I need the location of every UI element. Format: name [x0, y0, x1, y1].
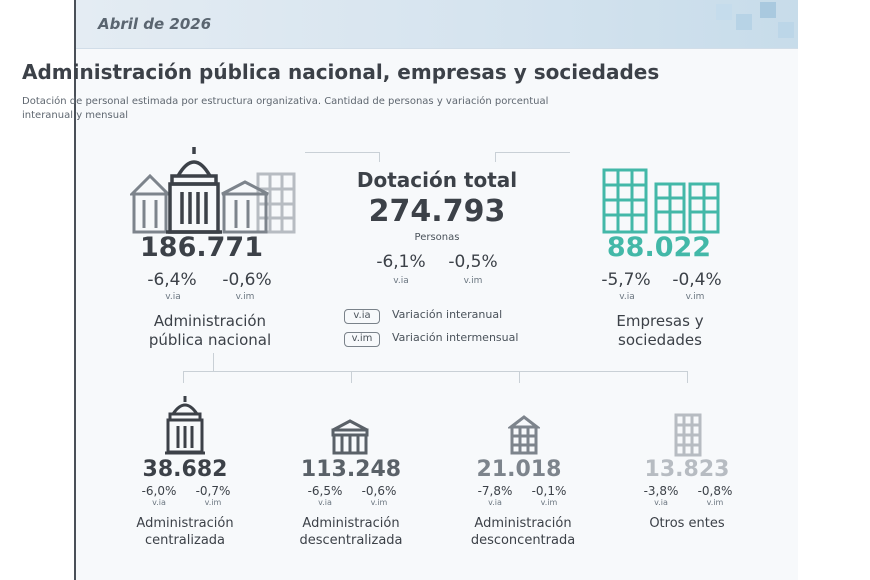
sub-otros-value: 13.823 [644, 457, 730, 482]
sub-desconcentrada-vim-label: v.im [540, 498, 558, 507]
empresas-via: -5,7% [601, 270, 651, 290]
empresas-vim: -0,4% [672, 270, 722, 290]
sub-otros-label: Otros entes [616, 515, 758, 532]
apn-label-line-2: pública nacional [148, 331, 272, 349]
sub-descentralizada-vim-label: v.im [370, 498, 388, 507]
sub-desconcentrada-via: -7,8% [477, 484, 513, 498]
apn-vim-label: v.im [235, 292, 255, 302]
empresas-value: 88.022 [606, 232, 712, 263]
sub-centralizada-label: Administración centralizada [114, 515, 256, 549]
sub-desconcentrada-label-line-1: Administración [474, 516, 572, 531]
page-title: Administración pública nacional, empresa… [22, 60, 660, 84]
decor-tile [778, 22, 794, 38]
sub-otros-label-line-1: Otros entes [649, 516, 725, 531]
total-via-label: v.ia [393, 276, 409, 286]
total-via: -6,1% [376, 252, 426, 272]
infographic-card: Abril de 2026 [74, 0, 798, 580]
sub-centralizada-via: -6,0% [141, 484, 177, 498]
sub-desconcentrada-via-label: v.ia [488, 498, 502, 507]
legend-text-vim: Variación intermensual [392, 331, 519, 344]
sub-centralizada-via-label: v.ia [152, 498, 166, 507]
connector-line [351, 371, 352, 383]
sub-desconcentrada-label-line-2: desconcentrada [470, 533, 576, 548]
decor-tile [716, 4, 732, 20]
empresas-label-line-2: sociedades [618, 331, 702, 349]
sub-descentralizada-label: Administración descentralizada [280, 515, 422, 549]
legend-text-via: Variación interanual [392, 308, 503, 321]
empresas-label-line-1: Empresas y [616, 312, 704, 330]
connector-line [519, 371, 520, 383]
sub-centralizada-vim: -0,7% [195, 484, 231, 498]
connector-line [379, 152, 380, 162]
connector-line [183, 371, 184, 383]
sub-descentralizada-via-label: v.ia [318, 498, 332, 507]
sub-descentralizada-value: 113.248 [300, 457, 402, 482]
report-date: Abril de 2026 [98, 15, 212, 33]
capitol-building-icon [165, 396, 205, 455]
tower-building-icon [674, 413, 702, 457]
apn-label-line-1: Administración [153, 312, 267, 330]
total-unit: Personas [414, 232, 460, 243]
empresas-via-label: v.ia [619, 292, 635, 302]
sub-centralizada-label-line-2: centralizada [144, 533, 226, 548]
connector-line [183, 371, 688, 372]
sub-centralizada-label-line-1: Administración [136, 516, 234, 531]
connector-line [305, 152, 380, 153]
government-building-icon [130, 147, 296, 234]
sub-desconcentrada-value: 21.018 [476, 457, 562, 482]
sub-otros-via: -3,8% [643, 484, 679, 498]
subtitle-line-1: Dotación de personal estimada por estruc… [22, 96, 549, 107]
sub-otros-via-label: v.ia [654, 498, 668, 507]
legend-tag-vim: v.im [344, 332, 380, 347]
sub-descentralizada-via: -6,5% [307, 484, 343, 498]
apn-value: 186.771 [140, 232, 263, 263]
empresas-vim-label: v.im [685, 292, 705, 302]
total-vim-label: v.im [463, 276, 483, 286]
total-label: Dotación total [356, 168, 518, 192]
sub-desconcentrada-label: Administración desconcentrada [452, 515, 594, 549]
empresas-label: Empresas y sociedades [580, 312, 740, 350]
connector-line [495, 152, 570, 153]
connector-line [213, 353, 214, 371]
apn-label: Administración pública nacional [120, 312, 300, 350]
total-vim: -0,5% [448, 252, 498, 272]
office-buildings-icon [602, 168, 720, 234]
connector-line [687, 371, 688, 383]
columns-building-icon [331, 419, 369, 455]
total-value: 274.793 [368, 194, 506, 229]
main-panel [76, 50, 798, 580]
sub-descentralizada-vim: -0,6% [361, 484, 397, 498]
page-subtitle: Dotación de personal estimada por estruc… [22, 95, 642, 123]
house-building-icon [508, 415, 540, 455]
apn-via: -6,4% [147, 270, 197, 290]
decor-tile [760, 2, 776, 18]
apn-vim: -0,6% [222, 270, 272, 290]
apn-via-label: v.ia [165, 292, 181, 302]
sub-descentralizada-label-line-2: descentralizada [299, 533, 403, 548]
connector-line [495, 152, 496, 162]
legend-tag-via: v.ia [344, 309, 380, 324]
sub-otros-vim-label: v.im [706, 498, 724, 507]
sub-otros-vim: -0,8% [697, 484, 733, 498]
header-band: Abril de 2026 [76, 0, 798, 49]
sub-desconcentrada-vim: -0,1% [531, 484, 567, 498]
subtitle-line-2: interanual y mensual [22, 110, 128, 121]
decor-tile [736, 14, 752, 30]
sub-centralizada-value: 38.682 [142, 457, 228, 482]
sub-centralizada-vim-label: v.im [204, 498, 222, 507]
sub-descentralizada-label-line-1: Administración [302, 516, 400, 531]
